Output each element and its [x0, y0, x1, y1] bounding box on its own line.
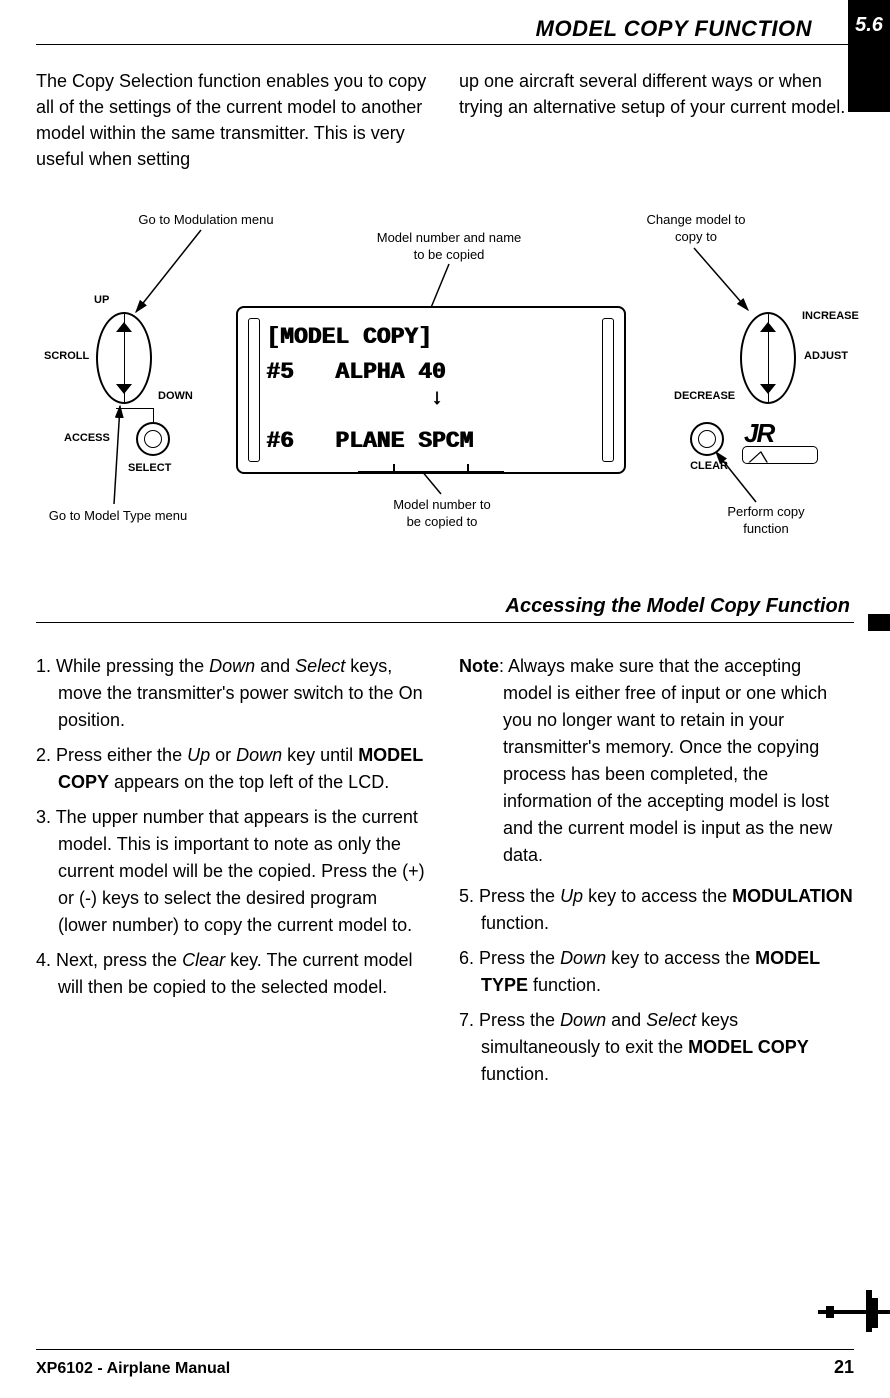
select-wire [116, 408, 154, 409]
jr-s-icon: ⟋⟍ [749, 449, 767, 466]
label-select: SELECT [128, 462, 171, 474]
callout-model-type: Go to Model Type menu [48, 508, 188, 524]
intro-col-1: The Copy Selection function enables you … [36, 68, 431, 172]
down-arrow-icon [760, 384, 776, 394]
lcd-foot-tick [467, 464, 469, 474]
step-7: 7. Press the Down and Select keys simult… [459, 1007, 854, 1088]
step-2: 2. Press either the Up or Down key until… [36, 742, 431, 796]
page-title: MODEL COPY FUNCTION [536, 16, 812, 42]
adjust-pad: INCREASE ADJUST DECREASE [740, 312, 796, 404]
steps-body: 1. While pressing the Down and Select ke… [36, 653, 854, 1096]
section-number-tab: 5.6 [848, 0, 890, 112]
scroll-pad-icon [96, 312, 152, 404]
up-arrow-icon [760, 322, 776, 332]
callout-change-model: Change model to copy to [636, 212, 756, 245]
clear-button-icon [690, 422, 724, 456]
steps-col-2: Note: Always make sure that the acceptin… [459, 653, 854, 1096]
lcd-foot-tick [393, 464, 395, 474]
jr-logo-box-icon: ⟋⟍ [742, 446, 818, 464]
note-block: Note: Always make sure that the acceptin… [459, 653, 854, 869]
title-rule [36, 44, 890, 45]
footer-page-number: 21 [834, 1357, 854, 1378]
footer-rule [36, 1349, 854, 1350]
select-button-icon [136, 422, 170, 456]
label-clear: CLEAR [690, 460, 728, 472]
lcd-line2: #5 ALPHA 40 [266, 359, 445, 385]
lcd-right-bar [602, 318, 614, 462]
jr-logo-text: JR [744, 418, 773, 449]
callout-perform: Perform copy function [716, 504, 816, 537]
intro-paragraph: The Copy Selection function enables you … [36, 68, 854, 172]
steps-col-1: 1. While pressing the Down and Select ke… [36, 653, 431, 1096]
lcd-left-bar [248, 318, 260, 462]
lcd-frame: [MODEL COPY] #5 ALPHA 40 #6 PLANE SPCM ↓ [236, 306, 626, 474]
callout-modulation: Go to Modulation menu [136, 212, 276, 228]
label-up: UP [94, 294, 109, 306]
label-adjust: ADJUST [804, 350, 848, 362]
scroll-pad: UP DOWN SCROLL [96, 312, 152, 404]
page-header: MODEL COPY FUNCTION 5.6 [36, 22, 854, 50]
jr-logo: JR ⟋⟍ [740, 422, 826, 462]
adjust-pad-icon [740, 312, 796, 404]
up-arrow-icon [116, 322, 132, 332]
lcd-line3: #6 PLANE SPCM [266, 428, 473, 454]
section-marker-icon [868, 614, 890, 631]
label-increase: INCREASE [802, 310, 859, 322]
callout-copied-to: Model number to be copied to [382, 497, 502, 530]
callout-model-name: Model number and name to be copied [374, 230, 524, 263]
step-4: 4. Next, press the Clear key. The curren… [36, 947, 431, 1001]
lcd-line1: [MODEL COPY] [266, 324, 432, 350]
label-decrease: DECREASE [674, 390, 735, 402]
footer-left: XP6102 - Airplane Manual [36, 1360, 230, 1378]
lcd-diagram: Go to Modulation menu Model number and n… [36, 212, 854, 582]
select-wire-v [153, 408, 154, 422]
step-5: 5. Press the Up key to access the MODULA… [459, 883, 854, 937]
label-access: ACCESS [64, 432, 110, 444]
section-heading: Accessing the Model Copy Function [506, 595, 890, 618]
step-6: 6. Press the Down key to access the MODE… [459, 945, 854, 999]
lcd-foot-rule [358, 471, 504, 474]
intro-col-2: up one aircraft several different ways o… [459, 68, 854, 172]
airplane-icon [816, 1288, 890, 1336]
step-3: 3. The upper number that appears is the … [36, 804, 431, 939]
label-scroll: SCROLL [44, 350, 89, 362]
label-down: DOWN [158, 390, 193, 402]
section-rule: Accessing the Model Copy Function [36, 622, 854, 623]
step-1: 1. While pressing the Down and Select ke… [36, 653, 431, 734]
lcd-down-arrow-icon: ↓ [430, 386, 443, 411]
down-arrow-icon [116, 384, 132, 394]
